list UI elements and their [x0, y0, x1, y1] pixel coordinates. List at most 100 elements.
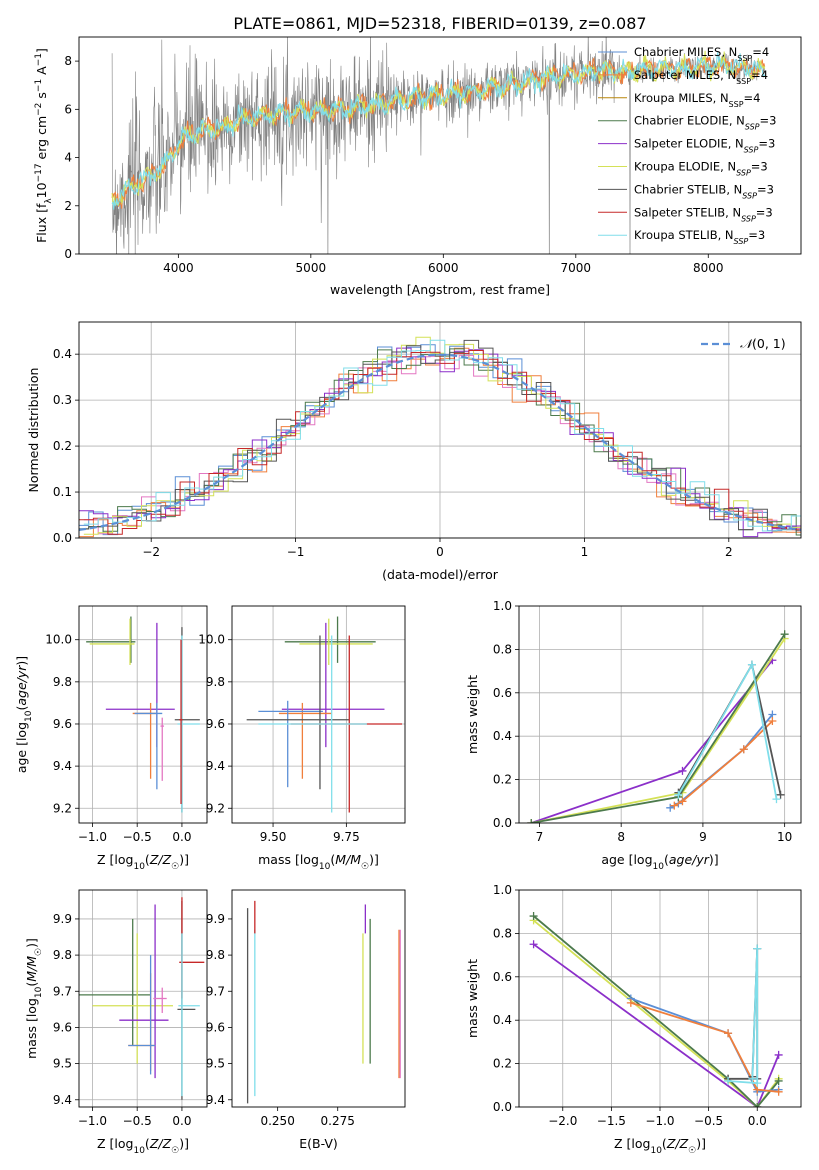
age_vs_Z-panel: −1.0 −0.5 0.09.29.49.69.810.0Z [log10(Z/Z☉… — [14, 605, 208, 872]
x-tick-label: 5000 — [296, 261, 327, 275]
label-part: wavelength [Angstrom, rest frame] — [330, 282, 550, 297]
label-part: Z [log — [614, 1136, 650, 1151]
weight-point — [748, 1074, 757, 1083]
x-tick-label: −2.0 — [548, 1114, 577, 1128]
legend-sub: SSP — [736, 76, 751, 85]
y-tick-label: 9.8 — [53, 948, 72, 962]
label-part: E(B-V) — [299, 1136, 338, 1151]
y-tick-label: 9.4 — [53, 1093, 72, 1107]
label-part: 10 — [24, 710, 34, 722]
legend-sub: SSP — [736, 168, 751, 177]
weight-point — [776, 790, 785, 799]
legend-suffix: =3 — [758, 137, 775, 151]
x-tick-label: −0.5 — [694, 1114, 723, 1128]
x-tick-label: 1 — [581, 545, 589, 559]
weight_vs_Z-panel: −2.0 −1.5 −1.0 −0.5 0.0 0.0 0.2 0.4 0.6 0.8 1.0 Z [… — [465, 883, 802, 1156]
label-part: ☉ — [34, 948, 44, 956]
x-tick-label: 0.275 — [321, 1114, 355, 1128]
label-part: 10 — [34, 986, 44, 998]
histogram-chabrier_elodie — [79, 348, 801, 536]
legend-label: Salpeter STELIB, N — [634, 205, 741, 219]
label-part: λ — [44, 198, 54, 204]
weight-point — [529, 912, 538, 921]
y-tick-label: 1.0 — [493, 883, 512, 897]
age_vs_mass-panel: 9.50 9.75 9.2 9.4 9.6 9.8 10.0 mass [log10(M/M☉… — [198, 605, 406, 872]
histogram-kroupa_elodie — [83, 336, 801, 535]
weight-point — [753, 944, 762, 953]
label-part: mass weight — [465, 959, 480, 1038]
weight-series-salpeter_elodie — [533, 943, 780, 1107]
y-tick-label: 0.8 — [493, 926, 512, 940]
legend-sub: SSP — [729, 99, 744, 108]
label-part: )] — [14, 656, 29, 666]
y-axis-label: mass weight — [465, 959, 480, 1038]
legend-sub: SSP — [742, 191, 757, 200]
gaussian-curve — [79, 353, 801, 531]
y-tick-label: 10.0 — [198, 633, 225, 647]
label-part: )] — [24, 938, 39, 948]
y-tick-label: 2 — [64, 199, 72, 213]
y-tick-label: 0.0 — [493, 1100, 512, 1114]
weight-point — [674, 790, 683, 799]
y-tick-label: 10.0 — [45, 633, 72, 647]
legend-sub: SSP — [741, 214, 756, 223]
label-part: ( — [145, 852, 150, 867]
y-axis-label: mass [log10(M/M☉)] — [24, 938, 44, 1059]
label-part: 10 — [319, 862, 331, 872]
mass_vs_ebv-panel: 0.250 0.275 9.4 9.5 9.6 9.7 9.8 9.9 E(B-V) — [206, 889, 406, 1151]
legend-suffix: =3 — [756, 205, 773, 219]
x-tick-label: 6000 — [428, 261, 459, 275]
label-part: Z/Z — [149, 1136, 172, 1151]
x-tick-label: 0.0 — [172, 1114, 191, 1128]
label-part: 10 — [650, 1146, 662, 1156]
x-axis-label: mass [log10(M/M☉)] — [258, 852, 379, 872]
legend-entry: Chabrier MILES, NSSP=4 — [634, 45, 769, 63]
legend-entry: Salpeter ELODIE, NSSP=3 — [634, 137, 775, 155]
mass_vs_ebv-plot-area — [246, 900, 401, 1104]
axes-frame — [518, 889, 802, 1108]
legend-label: Salpeter ELODIE, N — [634, 137, 744, 151]
weight-point — [724, 1076, 733, 1085]
axes-frame — [231, 889, 406, 1108]
label-part: mass weight — [465, 675, 480, 754]
weight-series-salpeter_miles — [630, 1001, 779, 1093]
weight_vs_Z-plot-area — [519, 890, 801, 1107]
weight-point — [739, 745, 748, 754]
y-tick-label: 0.2 — [53, 439, 72, 453]
mass_vs_Z-panel: −1.0 −0.5 0.09.49.59.69.79.89.9Z [log10(Z/… — [24, 889, 208, 1156]
y-tick-label: 9.8 — [206, 948, 225, 962]
legend-label: Chabrier STELIB, N — [634, 182, 742, 196]
label-part: Z [log — [97, 1136, 133, 1151]
label-part: Z/Z — [149, 852, 172, 867]
legend-sub: SSP — [745, 122, 760, 131]
weight-point — [780, 630, 789, 639]
y-tick-label: 9.2 — [53, 801, 72, 815]
label-part: ( — [14, 706, 29, 711]
label-part: ☉ — [171, 1146, 179, 1156]
label-part: s — [34, 92, 49, 103]
y-tick-label: 9.9 — [206, 912, 225, 926]
label-part: M/M — [335, 852, 361, 867]
x-axis-label: Z [log10(Z/Z☉)] — [614, 1136, 706, 1156]
y-tick-label: 0.1 — [53, 485, 72, 499]
weight-point — [626, 998, 635, 1007]
y-tick-label: 6 — [64, 102, 72, 116]
weight-point — [678, 766, 687, 775]
legend-args: (0, 1) — [752, 336, 786, 351]
y-tick-label: 9.5 — [206, 1057, 225, 1071]
label-part: mass [log — [258, 852, 319, 867]
label-part: )] — [179, 852, 189, 867]
x-axis-label: Z [log10(Z/Z☉)] — [97, 1136, 189, 1156]
weight-point — [772, 795, 781, 804]
axes-frame — [231, 605, 406, 824]
label-part: erg cm — [34, 116, 49, 164]
x-tick-label: −2 — [142, 545, 160, 559]
legend-entry: Chabrier ELODIE, NSSP=3 — [634, 114, 776, 132]
axes-frame — [518, 605, 802, 824]
weight-point — [747, 660, 756, 669]
weight-series-salpeter_miles — [673, 720, 774, 807]
y-axis-label: mass weight — [465, 675, 480, 754]
weight_vs_age-plot-area — [519, 606, 801, 823]
weight-point — [666, 803, 675, 812]
